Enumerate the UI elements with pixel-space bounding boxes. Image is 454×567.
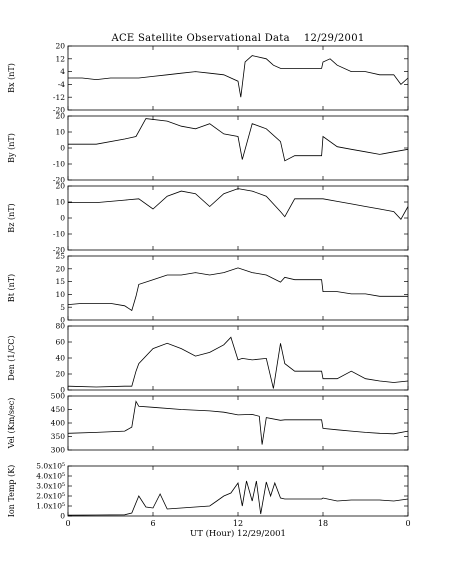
- y-tick-label: 400: [51, 419, 66, 428]
- x-tick-label: 18: [318, 519, 328, 528]
- y-tick-label: 20: [55, 42, 65, 51]
- x-axis-label: UT (Hour) 12/29/2001: [190, 528, 286, 539]
- y-tick-label: -10: [53, 230, 65, 239]
- panel-frame-5: [67, 395, 409, 451]
- series-line-5: [67, 400, 409, 445]
- panel-frame-3: [67, 255, 409, 321]
- y-axis-label: Den (1/CC): [7, 335, 16, 380]
- x-tick-label: 0: [405, 519, 410, 528]
- panel-frame-4: [67, 325, 409, 391]
- y-tick-label: 20: [55, 182, 65, 191]
- y-tick-label: 0: [60, 316, 65, 325]
- y-tick-label: -12: [53, 93, 65, 102]
- y-tick-label: 0: [60, 214, 65, 223]
- series-line-4: [67, 336, 409, 389]
- chart-title-main: ACE Satellite Observational Data: [110, 33, 289, 44]
- y-tick-label: 4.0x10⁵: [36, 472, 65, 481]
- y-axis-label: Bz (nT): [7, 203, 16, 232]
- panel-frame-6: [67, 465, 409, 517]
- panel-frame-2: [67, 185, 409, 251]
- y-tick-label: -4: [58, 80, 66, 89]
- x-tick-label: 0: [65, 519, 70, 528]
- series-line-0: [68, 55, 409, 98]
- x-tick-label: 6: [150, 519, 155, 528]
- y-tick-label: 350: [51, 432, 66, 441]
- y-tick-label: -20: [53, 246, 65, 255]
- series-line-6: [67, 480, 409, 516]
- y-tick-label: 0: [60, 144, 65, 153]
- panels-group: 20 12 4 -4 -12 -20 Bx (nT) 20 10 0 -10 -20 By (nT) 20…: [7, 42, 411, 528]
- y-tick-label: 0: [60, 512, 65, 521]
- y-tick-label: 5: [60, 303, 65, 312]
- y-tick-label: 20: [55, 112, 65, 121]
- y-tick-label: 25: [55, 252, 65, 261]
- y-axis-label: By (nT): [7, 133, 16, 163]
- y-tick-label: -20: [53, 106, 65, 115]
- chart-title: ACE Satellite Observational Data 12/29/20…: [110, 33, 364, 44]
- y-tick-label: 12: [55, 54, 65, 63]
- y-tick-label: 0: [60, 386, 65, 395]
- x-tick-label: 12: [233, 519, 243, 528]
- y-tick-label: 500: [51, 392, 66, 401]
- y-axis-label: Bt (nT): [7, 274, 16, 302]
- y-axis-label: Vel (Km/sec): [7, 398, 16, 450]
- y-axis-label: Bx (nT): [7, 63, 16, 93]
- y-axis-label: Ion Temp (K): [7, 465, 16, 518]
- y-tick-label: -20: [53, 176, 65, 185]
- y-tick-label: 5.0x10⁵: [36, 462, 65, 471]
- series-line-1: [68, 118, 409, 162]
- series-line-3: [67, 267, 408, 312]
- y-tick-label: 1.0x10⁵: [36, 502, 65, 511]
- y-tick-label: 40: [55, 354, 65, 363]
- chart-title-date: 12/29/2001: [304, 33, 365, 44]
- y-tick-label: 80: [55, 322, 65, 331]
- series-line-2: [68, 188, 409, 220]
- y-tick-label: 3.0x10⁵: [36, 482, 65, 491]
- y-tick-label: 300: [51, 446, 66, 455]
- y-tick-label: -10: [53, 160, 65, 169]
- panel-frame-1: [67, 115, 409, 181]
- y-tick-label: 15: [55, 277, 65, 286]
- y-tick-label: 4: [60, 67, 65, 76]
- y-tick-label: 10: [55, 290, 65, 299]
- y-tick-label: 2.0x10⁵: [36, 492, 65, 501]
- y-tick-label: 20: [55, 370, 65, 379]
- y-tick-label: 10: [55, 198, 65, 207]
- y-tick-label: 60: [55, 338, 65, 347]
- y-tick-label: 10: [55, 128, 65, 137]
- y-tick-label: 450: [51, 405, 66, 414]
- y-tick-label: 20: [55, 264, 65, 273]
